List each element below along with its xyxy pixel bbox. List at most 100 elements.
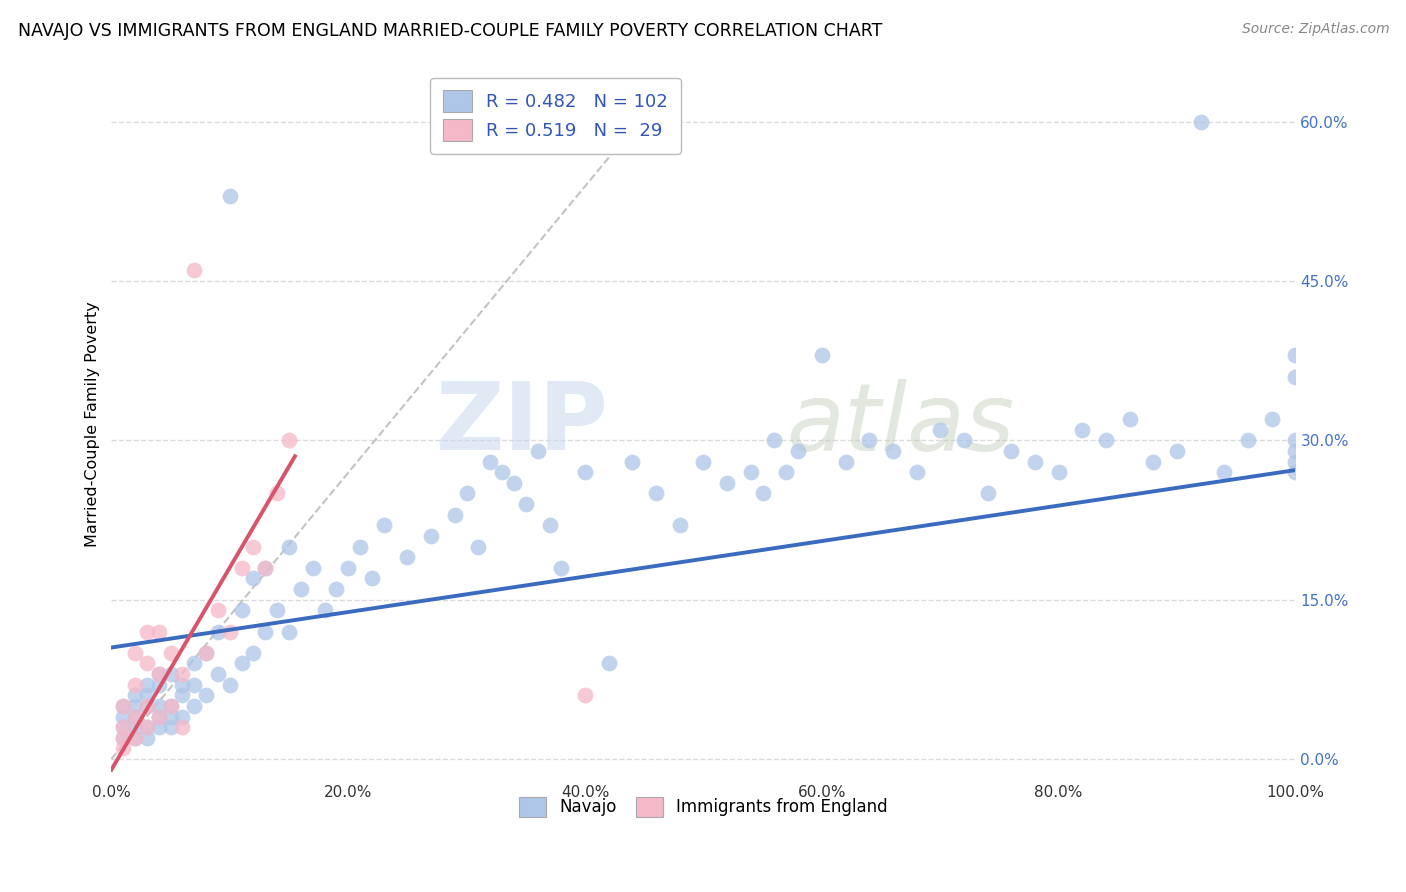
Point xyxy=(621,454,644,468)
Point xyxy=(183,263,205,277)
Point xyxy=(124,646,146,660)
Point xyxy=(905,465,928,479)
Point xyxy=(112,698,135,713)
Point xyxy=(1024,454,1046,468)
Point xyxy=(301,561,323,575)
Point xyxy=(266,603,288,617)
Point xyxy=(124,688,146,702)
Point xyxy=(716,475,738,490)
Point xyxy=(278,540,301,554)
Point xyxy=(420,529,443,543)
Point xyxy=(172,709,194,723)
Point xyxy=(775,465,797,479)
Point xyxy=(183,657,205,671)
Point xyxy=(1213,465,1236,479)
Point xyxy=(242,571,264,585)
Point xyxy=(290,582,312,596)
Point xyxy=(467,540,489,554)
Point xyxy=(1261,412,1284,426)
Point xyxy=(1071,423,1094,437)
Point xyxy=(148,698,170,713)
Point xyxy=(112,741,135,756)
Point xyxy=(811,348,834,362)
Point xyxy=(479,454,502,468)
Point xyxy=(112,731,135,745)
Point xyxy=(172,688,194,702)
Point xyxy=(159,698,181,713)
Point xyxy=(574,465,596,479)
Point xyxy=(136,698,159,713)
Point xyxy=(882,444,904,458)
Point xyxy=(1284,348,1306,362)
Point xyxy=(195,646,218,660)
Point xyxy=(207,603,229,617)
Point xyxy=(172,667,194,681)
Point xyxy=(1142,454,1164,468)
Point xyxy=(266,486,288,500)
Text: ZIP: ZIP xyxy=(436,378,609,470)
Point xyxy=(207,667,229,681)
Point xyxy=(159,709,181,723)
Point xyxy=(136,720,159,734)
Point xyxy=(195,688,218,702)
Point xyxy=(159,698,181,713)
Point xyxy=(136,678,159,692)
Point xyxy=(787,444,810,458)
Point xyxy=(526,444,548,458)
Point xyxy=(396,550,419,565)
Point xyxy=(112,709,135,723)
Point xyxy=(337,561,360,575)
Point xyxy=(136,657,159,671)
Point xyxy=(218,624,240,639)
Point xyxy=(503,475,526,490)
Point xyxy=(1284,369,1306,384)
Point xyxy=(124,709,146,723)
Point xyxy=(538,518,561,533)
Point xyxy=(1284,444,1306,458)
Point xyxy=(112,731,135,745)
Point xyxy=(314,603,336,617)
Point xyxy=(751,486,773,500)
Point xyxy=(1189,114,1212,128)
Point xyxy=(349,540,371,554)
Point xyxy=(1000,444,1022,458)
Point xyxy=(242,540,264,554)
Point xyxy=(550,561,572,575)
Point xyxy=(136,698,159,713)
Point xyxy=(1284,454,1306,468)
Point xyxy=(1047,465,1070,479)
Point xyxy=(976,486,998,500)
Point xyxy=(112,720,135,734)
Point xyxy=(148,709,170,723)
Point xyxy=(218,678,240,692)
Point xyxy=(1118,412,1140,426)
Point xyxy=(112,720,135,734)
Point xyxy=(159,720,181,734)
Point xyxy=(148,624,170,639)
Point xyxy=(598,657,620,671)
Text: Source: ZipAtlas.com: Source: ZipAtlas.com xyxy=(1241,22,1389,37)
Point xyxy=(515,497,537,511)
Point xyxy=(1237,434,1260,448)
Point xyxy=(112,698,135,713)
Point xyxy=(491,465,513,479)
Point xyxy=(574,688,596,702)
Point xyxy=(172,720,194,734)
Legend: Navajo, Immigrants from England: Navajo, Immigrants from England xyxy=(510,789,896,825)
Point xyxy=(124,731,146,745)
Text: atlas: atlas xyxy=(786,379,1015,470)
Y-axis label: Married-Couple Family Poverty: Married-Couple Family Poverty xyxy=(86,301,100,548)
Point xyxy=(124,698,146,713)
Point xyxy=(254,624,277,639)
Point xyxy=(148,678,170,692)
Point xyxy=(136,731,159,745)
Point xyxy=(124,709,146,723)
Point xyxy=(218,189,240,203)
Point xyxy=(148,720,170,734)
Point xyxy=(242,646,264,660)
Point xyxy=(692,454,714,468)
Point xyxy=(929,423,952,437)
Point xyxy=(254,561,277,575)
Point xyxy=(231,657,253,671)
Point xyxy=(953,434,976,448)
